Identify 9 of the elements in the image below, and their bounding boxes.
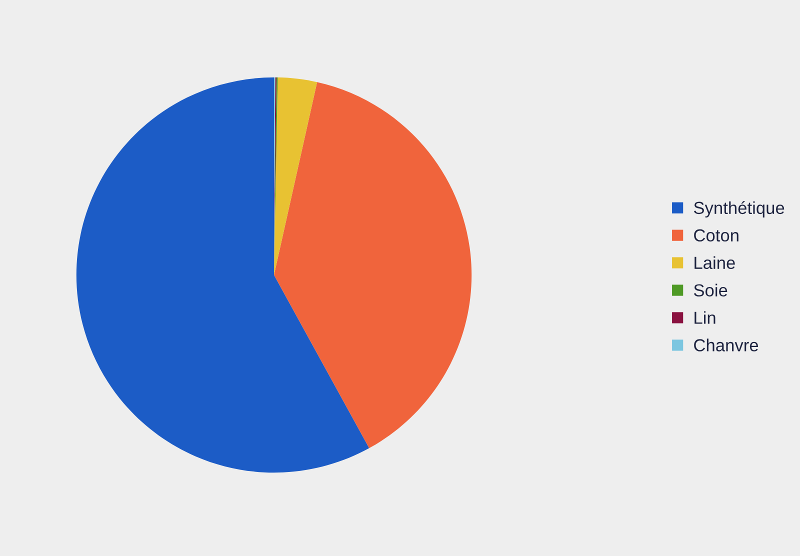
legend-label: Soie bbox=[694, 284, 728, 296]
pie-slice bbox=[274, 82, 472, 448]
legend-label: Laine bbox=[694, 256, 735, 270]
pie-slice bbox=[76, 77, 370, 473]
legend-label: Lin bbox=[694, 311, 716, 324]
pie-slice bbox=[274, 77, 318, 275]
legend-label: Synthétique bbox=[694, 201, 784, 218]
legend-label: Coton bbox=[694, 229, 738, 242]
legend-label: Chanvre bbox=[694, 338, 758, 352]
